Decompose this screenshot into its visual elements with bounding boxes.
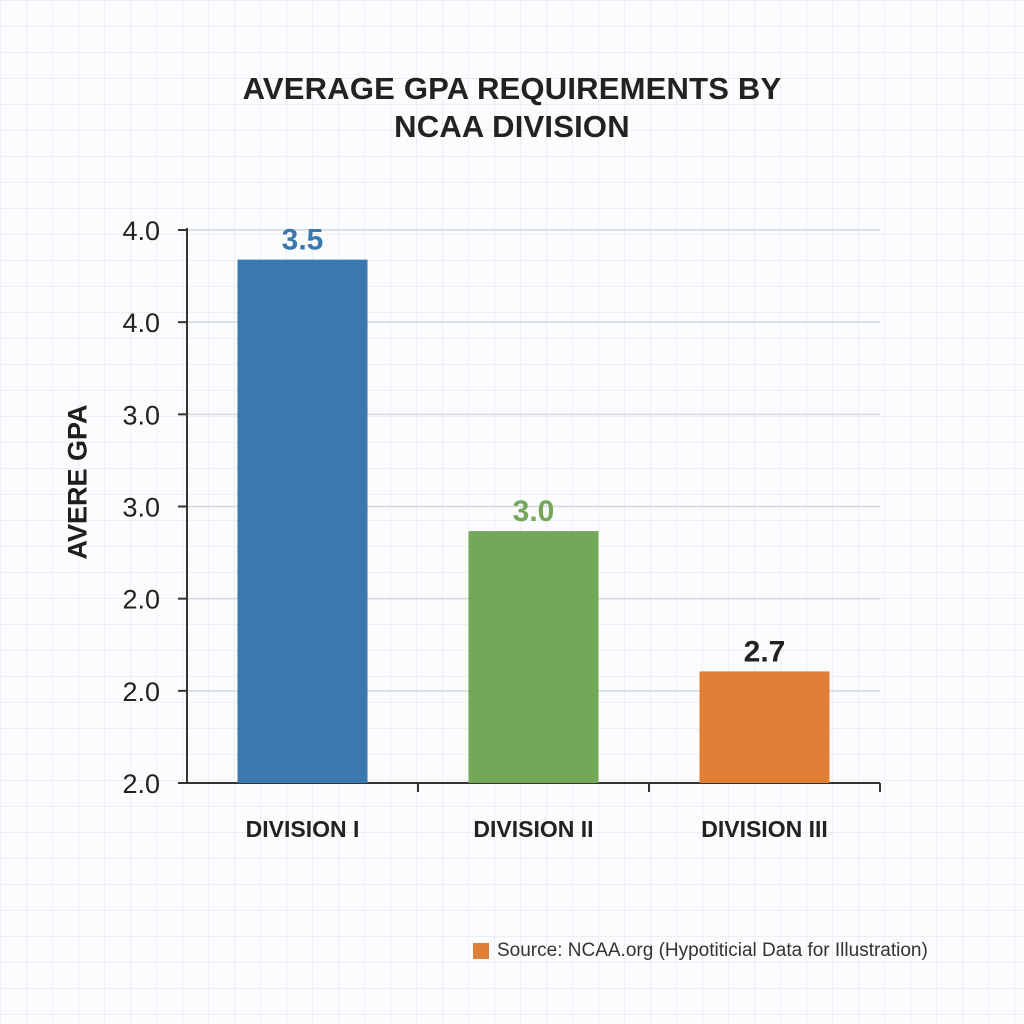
y-tick-label: 3.0 — [122, 493, 160, 523]
y-axis-label: AVERE GPA — [62, 404, 93, 560]
bar — [468, 531, 599, 783]
bar-value-label: 3.0 — [513, 495, 555, 528]
y-tick-label: 2.0 — [122, 585, 160, 615]
y-tick-label: 3.0 — [122, 400, 160, 430]
x-tick-label: DIVISION I — [246, 816, 360, 842]
bar — [699, 671, 830, 783]
y-tick-label: 2.0 — [122, 769, 160, 799]
y-tick-label: 4.0 — [122, 216, 160, 246]
y-tick-label: 4.0 — [122, 308, 160, 338]
source-note: Source: NCAA.org (Hypotiticial Data for … — [473, 940, 928, 962]
chart-title: AVERAGE GPA REQUIREMENTS BY NCAA DIVISIO… — [0, 70, 1024, 146]
bar-value-label: 3.5 — [282, 224, 324, 257]
x-tick-label: DIVISION III — [701, 816, 828, 842]
source-swatch — [473, 943, 489, 959]
x-tick-label: DIVISION II — [473, 816, 593, 842]
chart-title-line-2: NCAA DIVISION — [394, 109, 630, 144]
source-text: Source: NCAA.org (Hypotiticial Data for … — [497, 940, 928, 961]
bar — [237, 259, 368, 783]
chart-title-line-1: AVERAGE GPA REQUIREMENTS BY — [242, 71, 782, 106]
bar-value-label: 2.7 — [744, 635, 786, 668]
y-tick-label: 2.0 — [122, 677, 160, 707]
